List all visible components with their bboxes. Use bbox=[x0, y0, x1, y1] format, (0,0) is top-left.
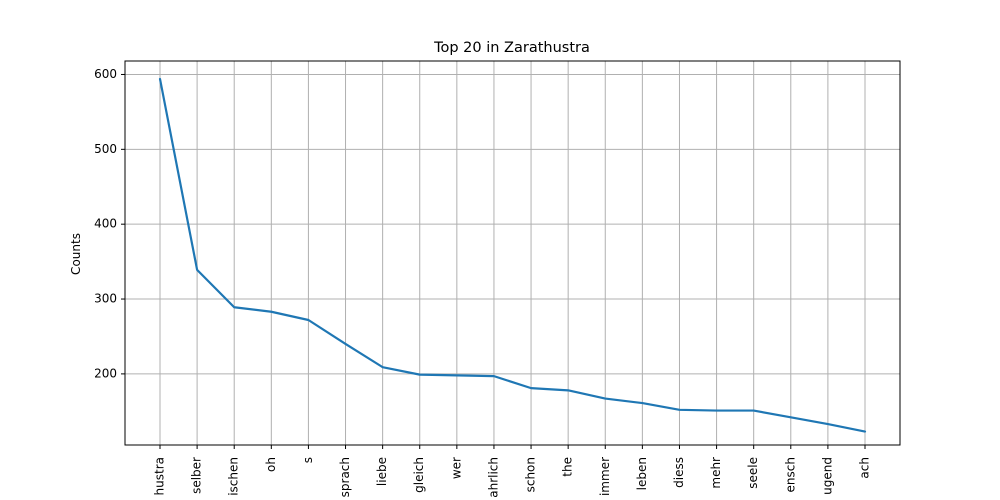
x-tick-label: mehr bbox=[709, 457, 723, 489]
x-tick-label: immer bbox=[598, 457, 612, 496]
y-tick-label: 300 bbox=[94, 292, 117, 306]
x-tick-label: s bbox=[301, 457, 315, 463]
y-axis-label: Counts bbox=[69, 233, 83, 275]
x-tick-label: liebe bbox=[375, 457, 389, 486]
x-tick-label: schon bbox=[524, 457, 538, 492]
x-tick-label: sprach bbox=[338, 457, 352, 497]
y-tick-label: 500 bbox=[94, 142, 117, 156]
ticks: hustra selber ischen oh s sprach liebe gleich we… bbox=[94, 67, 871, 498]
x-tick-label: gleich bbox=[412, 457, 426, 493]
x-tick-label: oh bbox=[264, 457, 278, 472]
x-tick-label: ugend bbox=[820, 457, 834, 495]
x-tick-label: the bbox=[561, 457, 575, 477]
plot-frame bbox=[124, 60, 901, 446]
x-tick-label: ensch bbox=[783, 457, 797, 492]
chart-title: Top 20 in Zarathustra bbox=[433, 40, 590, 56]
x-tick-label: wer bbox=[449, 457, 463, 479]
x-tick-label: ach bbox=[858, 457, 872, 479]
x-tick-label: selber bbox=[190, 457, 204, 494]
x-tick-label: hustra bbox=[153, 457, 167, 495]
x-tick-label: seele bbox=[746, 457, 760, 489]
series-line bbox=[158, 77, 867, 433]
x-tick-label: ahrlich bbox=[486, 457, 500, 498]
x-tick-label: leben bbox=[635, 457, 649, 490]
grid-lines bbox=[125, 61, 900, 445]
x-tick-label: ischen bbox=[227, 457, 241, 496]
x-tick-label: diess bbox=[672, 457, 686, 488]
y-tick-label: 400 bbox=[94, 217, 117, 231]
y-tick-label: 600 bbox=[94, 67, 117, 81]
series-line-layer bbox=[158, 77, 867, 433]
y-tick-label: 200 bbox=[94, 366, 117, 380]
